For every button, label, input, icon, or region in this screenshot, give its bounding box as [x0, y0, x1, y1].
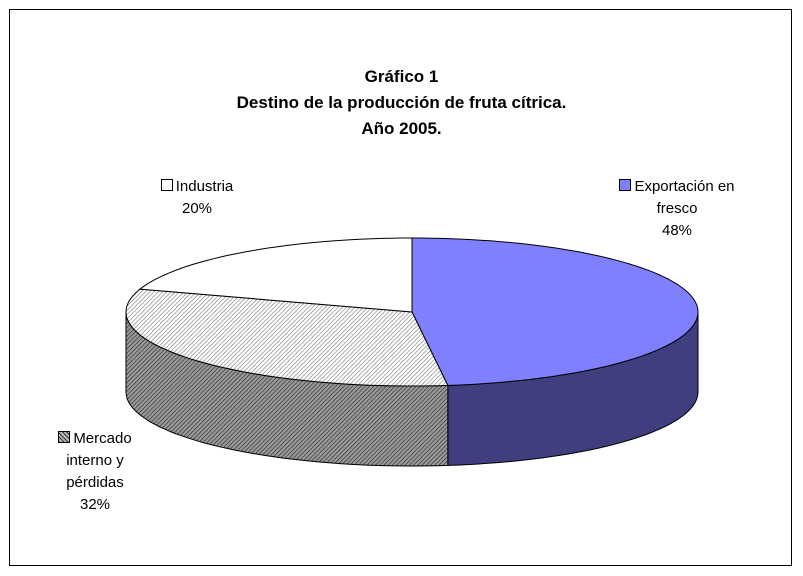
slice-value: 20% — [181, 200, 213, 217]
pie-slice — [125, 288, 449, 387]
chart-title: Año 2005. — [361, 119, 442, 138]
chart-frame — [9, 9, 792, 566]
slice-category: Exportación en fresco — [634, 178, 735, 217]
legend-swatch — [619, 179, 632, 191]
slice-value: 48% — [661, 222, 693, 239]
slice-label: Mercado interno y pérdidas 32% — [40, 428, 150, 516]
legend-swatch — [160, 179, 173, 191]
chart-title: Destino de la producción de fruta cítric… — [236, 93, 567, 112]
pie-slice — [138, 237, 413, 313]
pie-slice — [411, 237, 699, 386]
slice-category: Mercado interno y pérdidas — [66, 430, 132, 491]
slice-category: Industria — [175, 178, 234, 195]
slice-value: 32% — [79, 496, 111, 513]
legend-swatch — [58, 431, 71, 443]
slice-label: Industria 20% — [132, 176, 262, 220]
slice-label: Exportación en fresco 48% — [612, 176, 742, 242]
chart-title: Gráfico 1 — [364, 67, 439, 86]
